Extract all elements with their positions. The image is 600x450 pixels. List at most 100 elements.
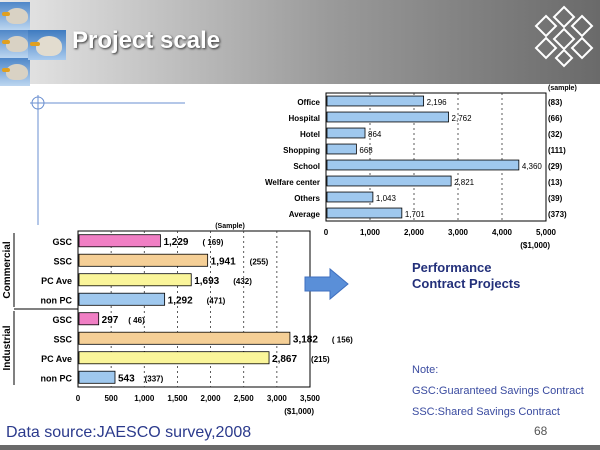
sample-header: (sample) [548, 85, 577, 92]
value-label: 2,821 [454, 178, 475, 187]
data-source: Data source:JAESCO survey,2008 [6, 424, 252, 441]
sample-count: ( 46) [128, 316, 145, 325]
bar [78, 234, 161, 248]
top-chart: 0 1,000 2,000 3,000 4,000 5,000 ($1,000) (sampl… [265, 85, 577, 250]
bar [78, 331, 291, 345]
category-label: School [293, 162, 320, 171]
x-tick-label: 1,500 [167, 394, 188, 403]
category-label: Hospital [288, 114, 320, 123]
x-tick-label: 500 [104, 394, 118, 403]
value-label: 3,182 [293, 334, 318, 345]
value-label: 543 [118, 373, 135, 384]
group-label: Industrial [2, 325, 13, 370]
right-arrow-icon [304, 267, 349, 301]
x-tick-label: 0 [324, 228, 329, 237]
performance-contract-label: Performance Contract Projects [412, 260, 520, 292]
bar [326, 143, 357, 155]
bar [78, 273, 192, 287]
sample-count: (39) [548, 194, 563, 203]
sample-count: (13) [548, 178, 563, 187]
title-banner: Project scale [0, 0, 600, 86]
sample-count: ( 156) [332, 335, 353, 344]
geometric-logo-icon [534, 5, 594, 68]
performance-line1: Performance [412, 260, 492, 275]
bar [78, 253, 209, 267]
category-label: PC Ave [41, 354, 72, 364]
value-label: 1,043 [376, 194, 397, 203]
footer-bar [0, 445, 600, 450]
category-label: Hotel [300, 130, 320, 139]
sample-count: (111) [548, 146, 566, 155]
bottom-chart: 0 500 1,000 1,500 2,000 2,500 3,000 3,500 ($1,00… [2, 223, 353, 416]
bar [78, 292, 166, 306]
value-label: 1,693 [194, 276, 219, 287]
value-label: 1,292 [168, 295, 193, 306]
x-tick-label: 2,000 [404, 228, 425, 237]
page-number: 68 [534, 424, 548, 438]
category-label: non PC [41, 373, 73, 383]
sample-count: ( 169) [202, 238, 223, 247]
x-tick-label: 3,000 [267, 394, 288, 403]
slide-title: Project scale [72, 27, 221, 54]
category-label: Shopping [283, 146, 320, 155]
x-tick-label: 0 [76, 394, 81, 403]
sample-count: (337) [145, 374, 164, 383]
crosshair-icon [30, 95, 185, 225]
performance-line2: Contract Projects [412, 276, 521, 291]
x-tick-label: 2,500 [234, 394, 255, 403]
sample-count: (66) [548, 114, 563, 123]
x-tick-label: 2,000 [201, 394, 222, 403]
sample-count: (373) [548, 210, 567, 219]
x-tick-label: 5,000 [536, 228, 557, 237]
value-label: 297 [102, 315, 119, 326]
x-tick-label: 1,000 [360, 228, 381, 237]
sample-count: (29) [548, 162, 563, 171]
x-tick-label: 3,500 [300, 394, 321, 403]
value-label: 668 [359, 146, 373, 155]
sample-header: (Sample) [215, 223, 245, 230]
category-label: Welfare center [265, 178, 320, 187]
bar [326, 175, 452, 187]
category-label: SSC [53, 334, 72, 344]
value-label: 1,229 [163, 237, 188, 248]
category-label: Office [297, 98, 320, 107]
value-label: 2,762 [452, 114, 473, 123]
x-tick-label: 4,000 [492, 228, 513, 237]
sample-count: (83) [548, 98, 563, 107]
value-label: 2,196 [427, 98, 448, 107]
seagull-image [0, 2, 30, 30]
value-label: 2,867 [272, 354, 297, 365]
seagull-image [0, 58, 30, 86]
note-ssc: SSC:Shared Savings Contract [412, 406, 560, 418]
bar [78, 370, 116, 384]
sample-count: (32) [548, 130, 563, 139]
bar [326, 191, 374, 203]
x-unit-label: ($1,000) [520, 241, 550, 250]
x-unit-label: ($1,000) [284, 407, 314, 416]
note-box: Note: GSC:Guaranteed Savings Contract SS… [412, 360, 584, 423]
bar [326, 95, 425, 107]
value-label: 1,701 [405, 210, 426, 219]
bar [326, 111, 449, 123]
bar [326, 207, 403, 219]
bar [326, 159, 520, 171]
sample-count: (215) [311, 355, 330, 364]
category-label: PC Ave [41, 276, 72, 286]
category-label: SSC [53, 256, 72, 266]
x-tick-label: 3,000 [448, 228, 469, 237]
group-label: Commercial [2, 241, 13, 298]
x-tick-label: 1,000 [134, 394, 155, 403]
note-title: Note: [412, 364, 439, 376]
category-label: GSC [52, 315, 72, 325]
category-label: GSC [52, 237, 72, 247]
sample-count: (255) [250, 257, 269, 266]
value-label: 864 [368, 130, 382, 139]
sample-count: (471) [207, 296, 226, 305]
note-gsc: GSC:Guaranteed Savings Contract [412, 385, 584, 397]
category-label: Average [289, 210, 321, 219]
value-label: 1,941 [211, 256, 236, 267]
sample-count: (432) [233, 277, 252, 286]
category-label: non PC [41, 295, 73, 305]
bar [78, 351, 270, 365]
